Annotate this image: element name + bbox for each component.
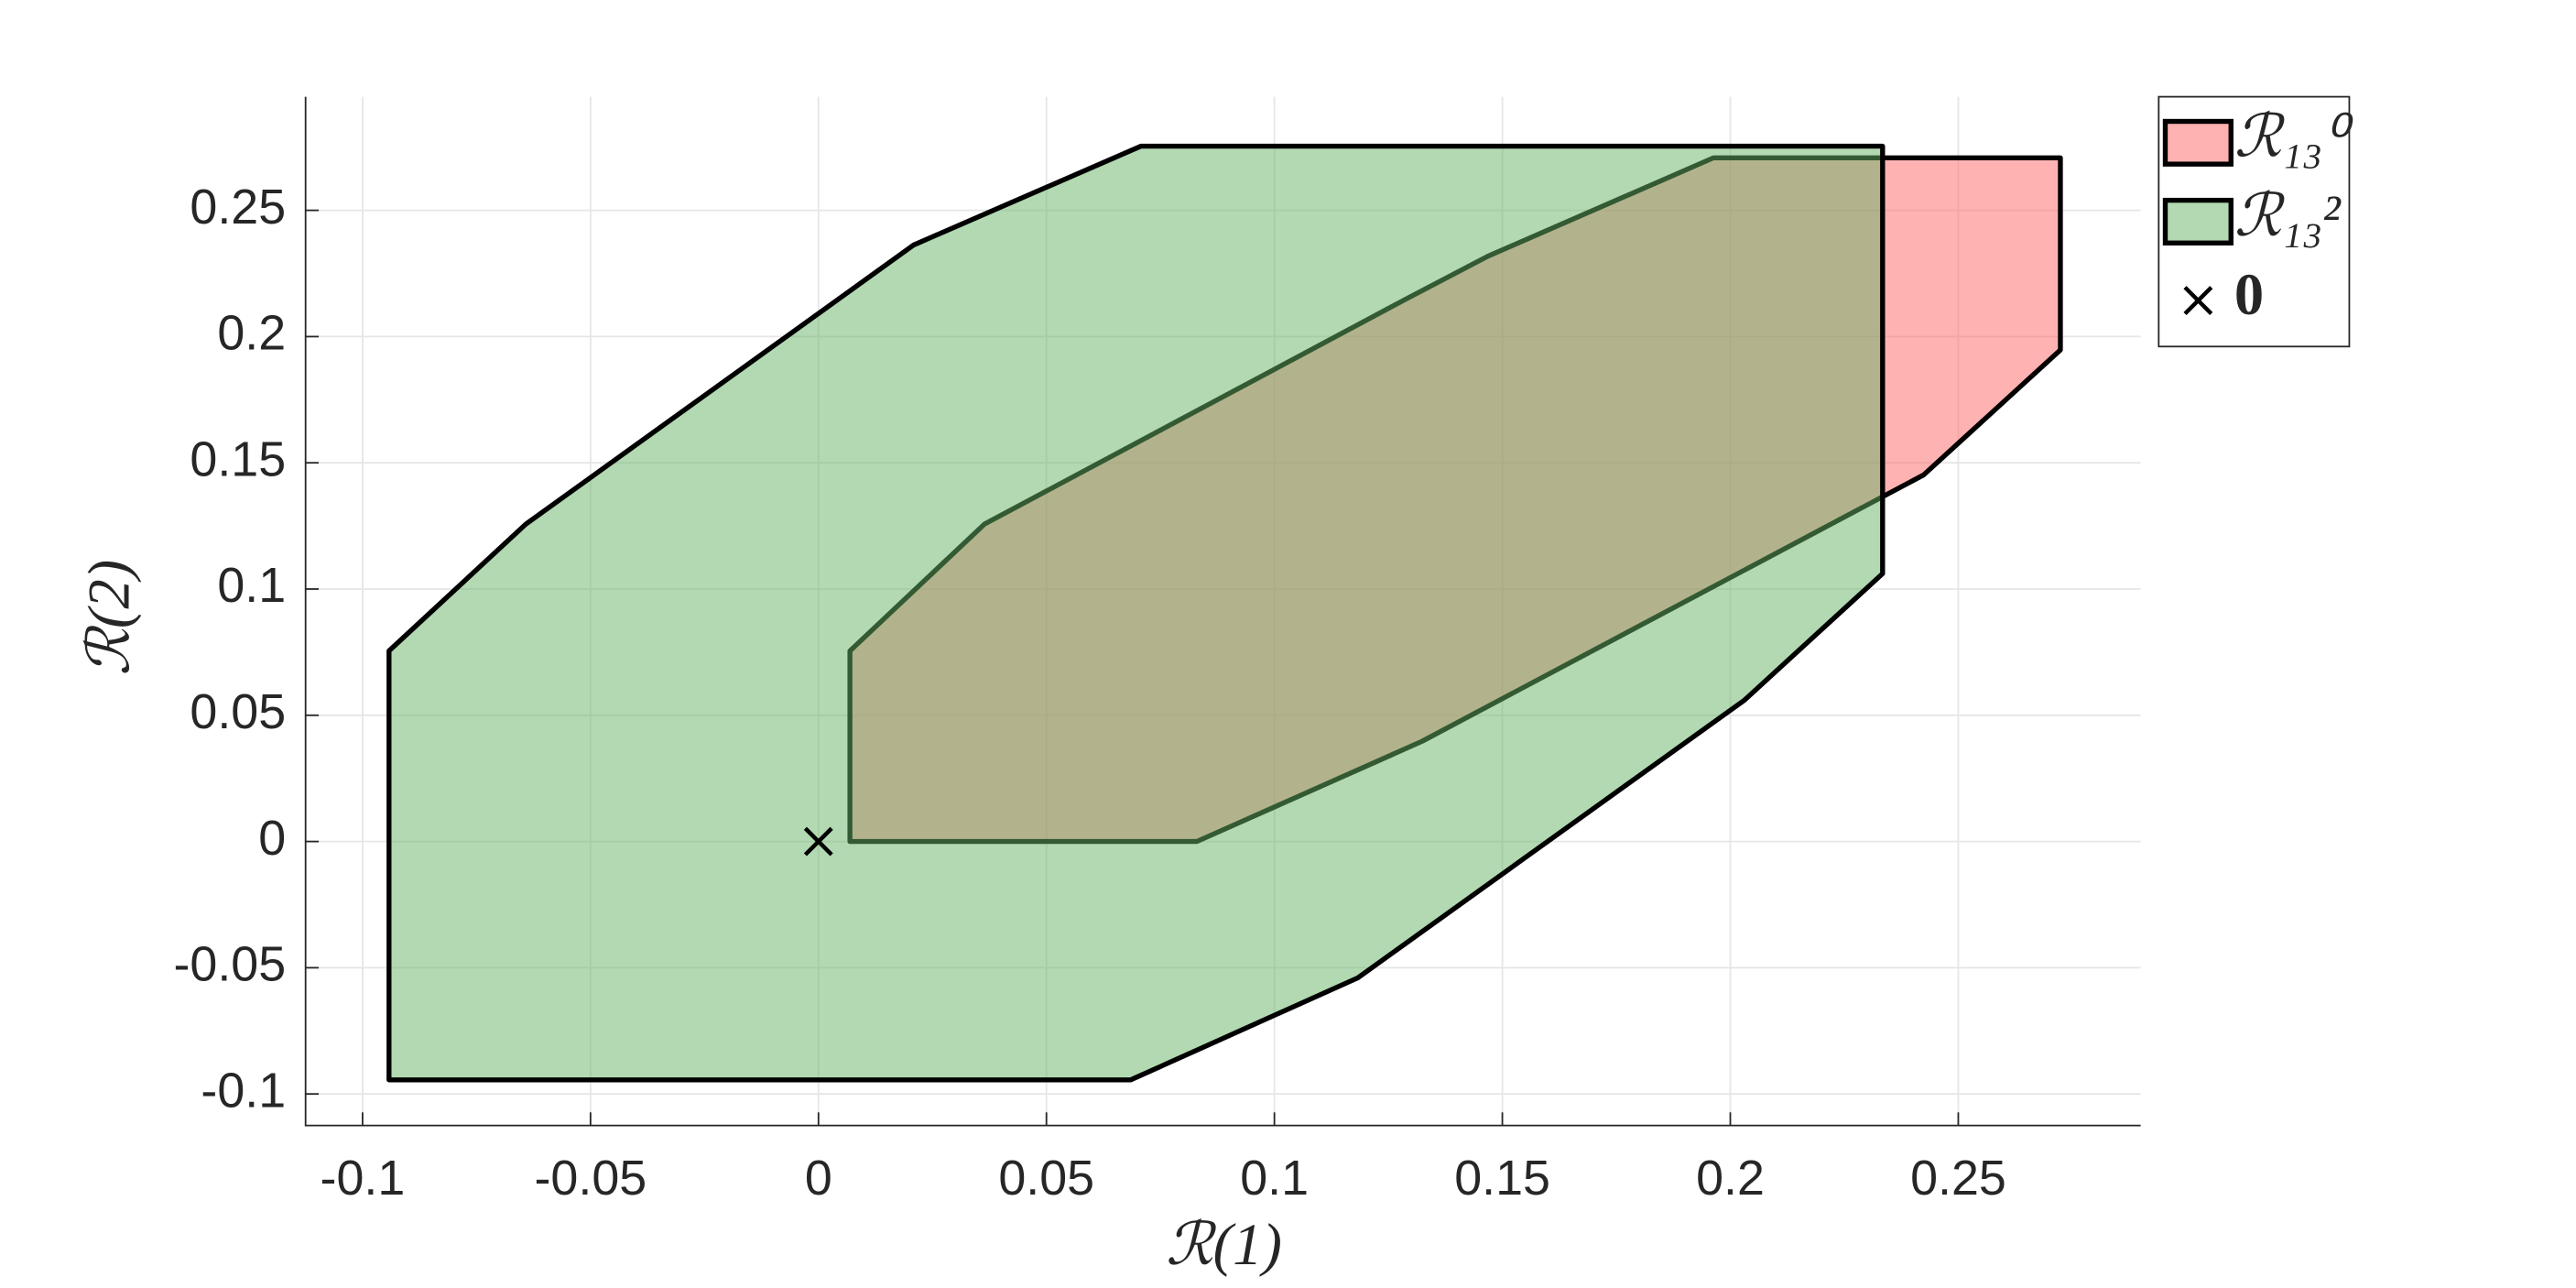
legend-swatch: [2162, 118, 2234, 167]
legend-label: ℛ₁₃⁰: [2234, 104, 2353, 169]
y-tick-label: -0.05: [174, 937, 287, 992]
x-tick-label: -0.05: [535, 1151, 647, 1206]
x-tick-label: 0.1: [1240, 1151, 1309, 1206]
y-tick-label: 0.1: [217, 558, 286, 613]
x-tick-label: 0.05: [998, 1151, 1094, 1206]
y-tick-label: 0.05: [190, 684, 286, 739]
y-axis-label: ℛ(2): [75, 560, 142, 676]
x-axis-label: ℛ(1): [1166, 1211, 1282, 1278]
y-tick-label: 0.15: [190, 431, 286, 486]
legend: ℛ₁₃⁰ ℛ₁₃² 0: [2158, 95, 2353, 348]
y-tick-label: 0: [258, 811, 286, 866]
legend-label: ℛ₁₃²: [2234, 182, 2342, 248]
x-tick-label: 0.25: [1910, 1151, 2006, 1206]
x-tick-label: 0.15: [1454, 1151, 1550, 1206]
y-tick-label: 0.2: [217, 306, 286, 361]
legend-swatch: [2162, 197, 2234, 246]
axes: [304, 96, 2141, 1127]
y-tick-label: 0.25: [190, 180, 286, 235]
marker: [803, 826, 833, 857]
x-tick-label: -0.1: [321, 1151, 406, 1206]
legend-marker: [2183, 286, 2213, 315]
y-tick-label: -0.1: [201, 1063, 286, 1118]
region: [386, 143, 1886, 1083]
legend-label: 0: [2234, 261, 2264, 327]
x-tick-label: 0.2: [1696, 1151, 1765, 1206]
x-tick-label: 0: [805, 1151, 832, 1206]
